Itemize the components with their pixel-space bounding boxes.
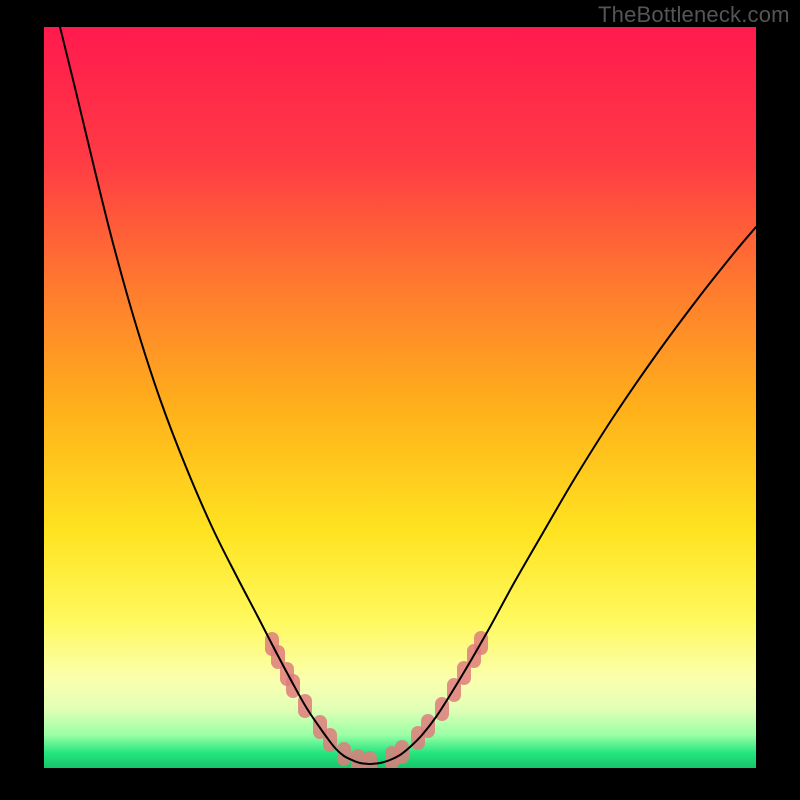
marker — [363, 751, 377, 768]
marker — [351, 749, 365, 768]
watermark-text: TheBottleneck.com — [598, 2, 790, 28]
plot-background — [44, 27, 756, 768]
plot-svg — [44, 27, 756, 768]
marker — [337, 742, 351, 766]
marker — [395, 740, 409, 764]
plot-area — [44, 27, 756, 768]
